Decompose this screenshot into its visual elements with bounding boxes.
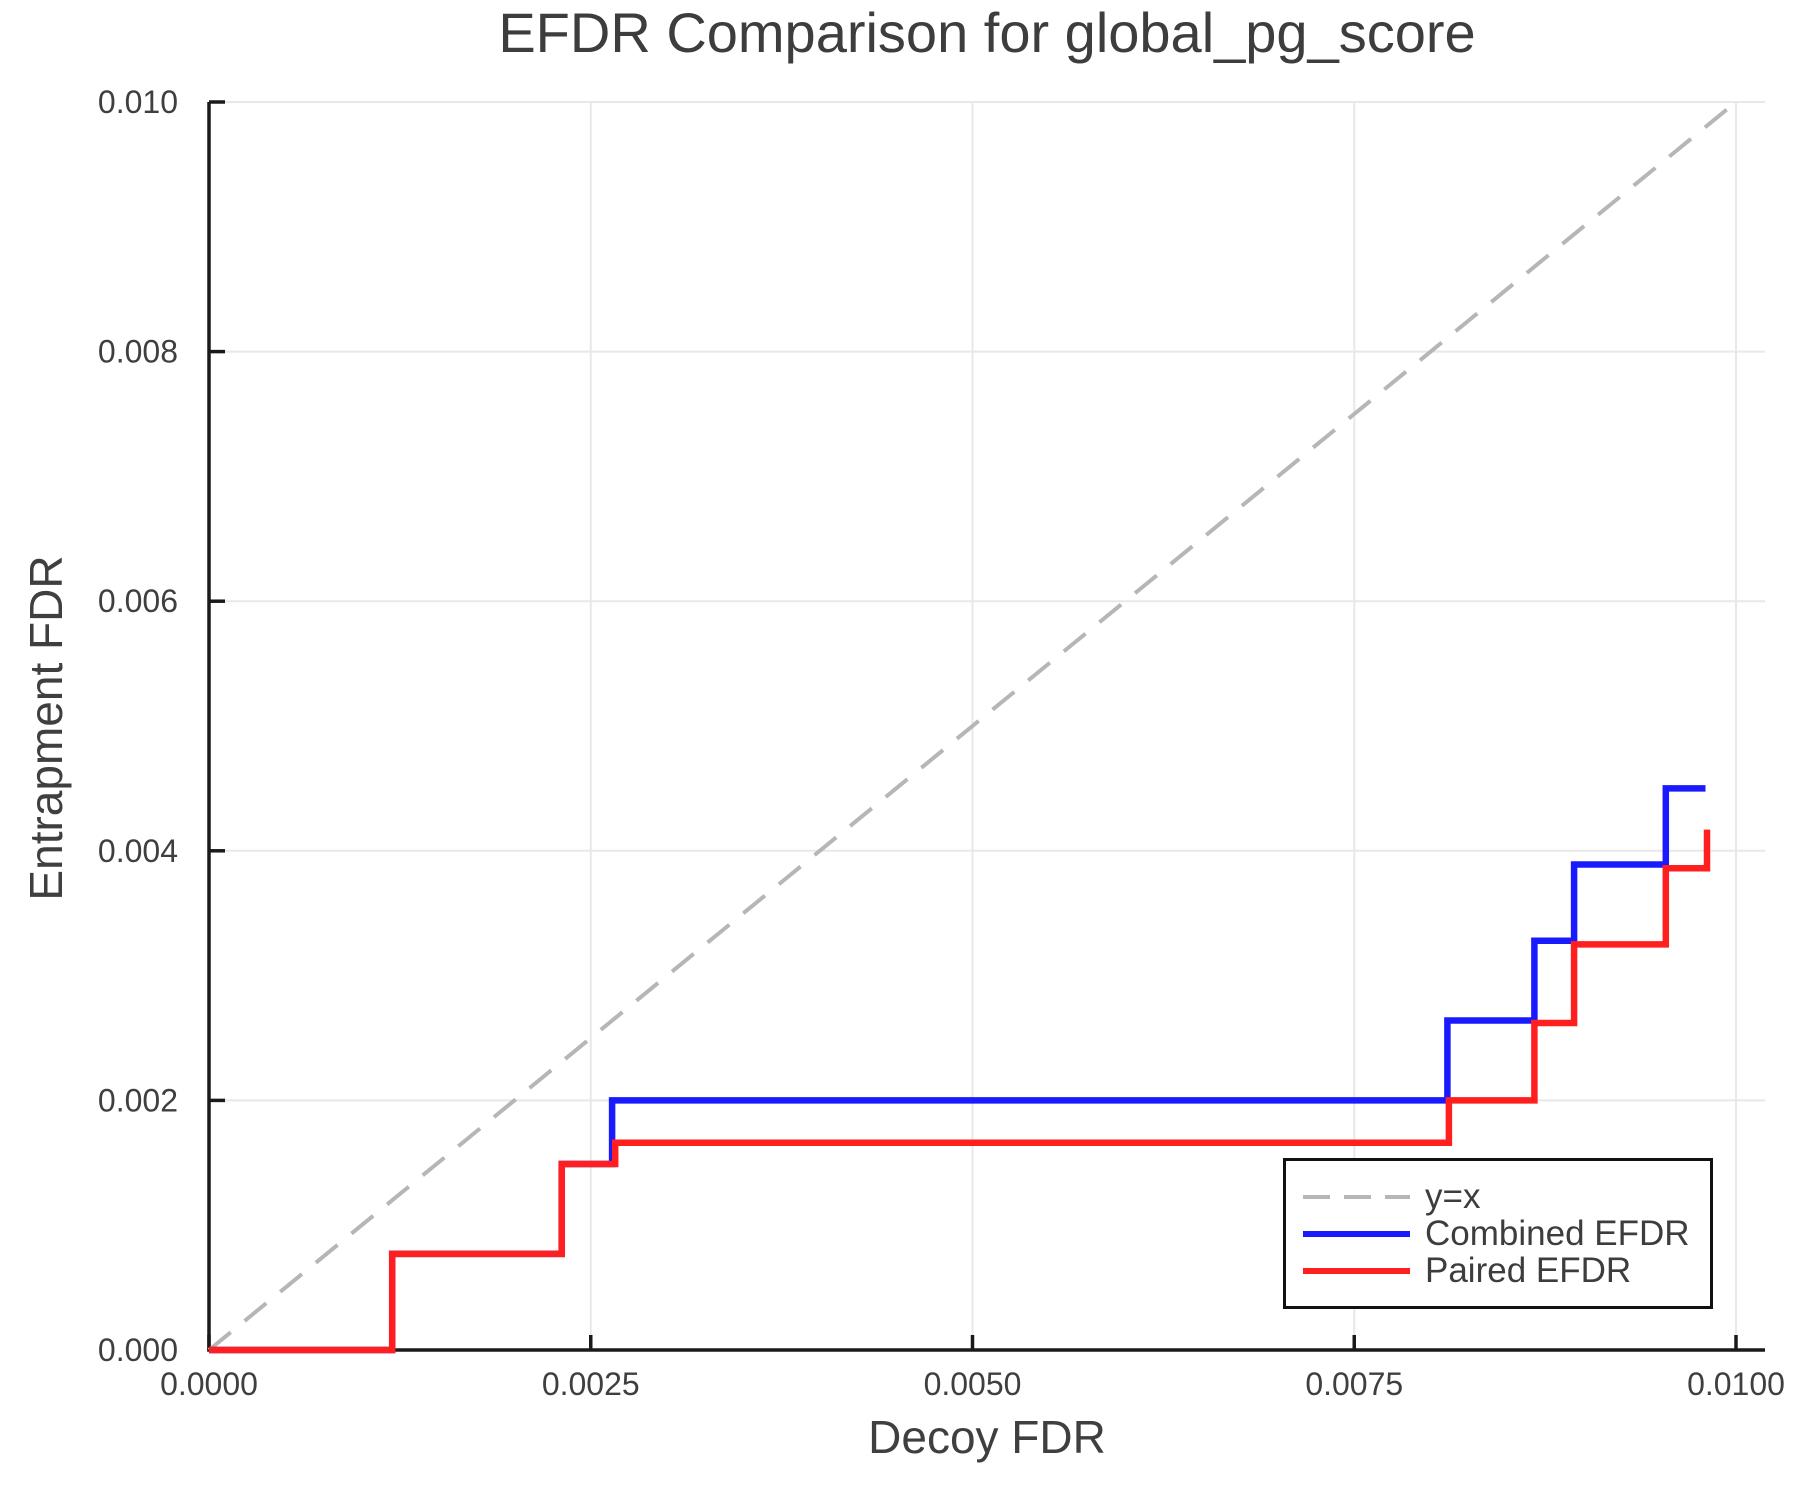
legend-label-paired: Paired EFDR <box>1425 1251 1632 1290</box>
legend-label-combined: Combined EFDR <box>1425 1214 1690 1253</box>
x-tick-label: 0.0025 <box>542 1366 640 1402</box>
paired-line-sample-icon <box>1303 1267 1410 1274</box>
legend-entry-paired: Paired EFDR <box>1303 1252 1710 1289</box>
x-tick-label: 0.0000 <box>160 1366 258 1402</box>
legend-entry-combined: Combined EFDR <box>1303 1215 1710 1252</box>
x-tick-label: 0.0075 <box>1305 1366 1403 1402</box>
legend: y=x Combined EFDR Paired EFDR <box>1283 1158 1713 1309</box>
y-tick-label: 0.000 <box>98 1332 178 1368</box>
y-tick-label: 0.002 <box>98 1082 178 1118</box>
chart-title: EFDR Comparison for global_pg_score <box>498 1 1476 64</box>
y-tick-label: 0.010 <box>98 84 178 120</box>
y-tick-label: 0.008 <box>98 334 178 370</box>
y-tick-label: 0.006 <box>98 583 178 619</box>
paired-efdr-line <box>209 829 1711 1354</box>
legend-entry-identity: y=x <box>1303 1178 1710 1215</box>
x-tick-label: 0.0100 <box>1687 1366 1785 1402</box>
identity-line <box>207 100 1738 1352</box>
identity-line-sample-icon <box>1303 1194 1410 1199</box>
x-axis-title: Decoy FDR <box>868 1411 1106 1463</box>
combined-line-sample-icon <box>1303 1230 1410 1237</box>
y-axis-title: Entrapment FDR <box>20 555 72 901</box>
legend-label-identity: y=x <box>1425 1177 1481 1216</box>
y-tick-label: 0.004 <box>98 833 178 869</box>
x-tick-label: 0.0050 <box>924 1366 1022 1402</box>
